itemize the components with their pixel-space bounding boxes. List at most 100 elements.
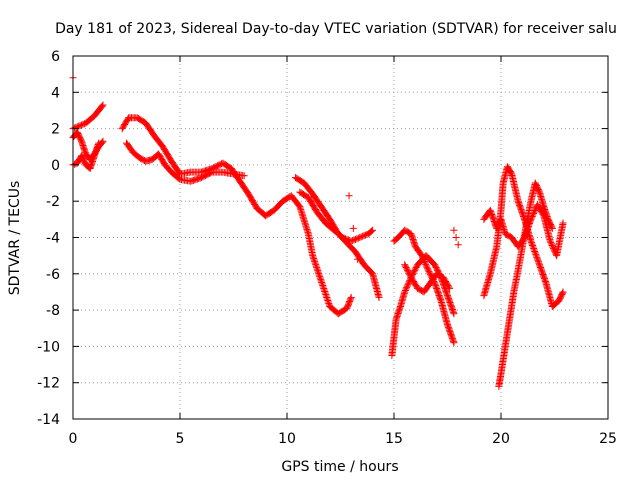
data-point bbox=[340, 234, 348, 242]
data-point bbox=[356, 234, 364, 241]
data-point bbox=[321, 289, 329, 297]
data-point bbox=[420, 256, 428, 264]
data-point bbox=[318, 279, 326, 287]
data-point bbox=[546, 237, 554, 245]
data-point bbox=[70, 124, 78, 132]
x-tick-label: 10 bbox=[278, 431, 296, 447]
data-point bbox=[347, 295, 355, 303]
data-point bbox=[309, 252, 317, 260]
data-point bbox=[548, 241, 556, 249]
data-point bbox=[79, 120, 87, 128]
data-point bbox=[403, 282, 411, 290]
data-point bbox=[353, 235, 361, 243]
data-point bbox=[559, 288, 567, 296]
data-point bbox=[418, 252, 426, 260]
data-point bbox=[72, 123, 80, 131]
data-point bbox=[310, 255, 318, 263]
data-points bbox=[69, 74, 567, 390]
data-point bbox=[323, 294, 331, 302]
data-point bbox=[534, 258, 542, 266]
data-point bbox=[310, 256, 318, 264]
data-point bbox=[325, 299, 333, 307]
data-point bbox=[314, 267, 322, 275]
data-point bbox=[98, 138, 106, 146]
data-point bbox=[311, 258, 319, 266]
data-point bbox=[99, 101, 107, 109]
data-point bbox=[532, 252, 540, 260]
data-point bbox=[548, 223, 556, 231]
y-tick-label: -2 bbox=[46, 194, 60, 210]
data-point bbox=[359, 232, 367, 240]
data-point bbox=[324, 298, 332, 306]
data-point bbox=[76, 122, 84, 130]
data-point bbox=[528, 240, 536, 248]
y-tick-label: -4 bbox=[46, 231, 60, 247]
data-point bbox=[375, 293, 383, 301]
data-point bbox=[452, 234, 460, 241]
data-point bbox=[350, 236, 358, 244]
y-tick-label: 4 bbox=[51, 85, 60, 101]
data-point bbox=[527, 239, 535, 247]
data-point bbox=[533, 255, 541, 263]
data-point bbox=[404, 281, 412, 289]
data-point bbox=[530, 245, 538, 253]
data-point bbox=[319, 283, 327, 291]
data-point bbox=[446, 284, 454, 292]
data-point bbox=[419, 255, 427, 263]
data-point bbox=[240, 172, 248, 180]
data-point bbox=[529, 242, 537, 250]
y-tick-label: -6 bbox=[46, 267, 60, 283]
data-point bbox=[95, 139, 103, 147]
data-point bbox=[311, 259, 319, 267]
data-point bbox=[322, 292, 330, 300]
data-point bbox=[354, 234, 362, 242]
data-point bbox=[315, 270, 323, 278]
y-tick-label: 6 bbox=[51, 49, 60, 65]
data-point bbox=[368, 227, 376, 235]
data-point bbox=[402, 285, 410, 293]
data-point bbox=[319, 282, 327, 290]
chart-title: Day 181 of 2023, Sidereal Day-to-day VTE… bbox=[55, 21, 617, 37]
data-point bbox=[530, 246, 538, 254]
data-point bbox=[354, 255, 362, 263]
data-point bbox=[529, 243, 537, 251]
x-tick-label: 0 bbox=[69, 431, 78, 447]
data-point bbox=[450, 310, 458, 318]
x-tick-label: 20 bbox=[492, 431, 510, 447]
data-point bbox=[534, 256, 542, 264]
y-tick-label: -8 bbox=[46, 303, 60, 319]
data-point bbox=[357, 233, 365, 241]
data-point bbox=[361, 231, 369, 239]
data-point bbox=[558, 289, 566, 297]
x-axis-label: GPS time / hours bbox=[281, 459, 398, 475]
data-point bbox=[423, 263, 431, 271]
data-point bbox=[320, 286, 328, 294]
data-point bbox=[318, 280, 326, 288]
x-tick-label: 5 bbox=[176, 431, 185, 447]
data-point bbox=[401, 286, 409, 294]
data-point bbox=[531, 247, 539, 255]
x-tick-labels: 0 5 10 15 20 25 bbox=[69, 431, 617, 447]
data-point bbox=[549, 244, 557, 252]
data-point bbox=[323, 295, 331, 303]
data-point bbox=[533, 253, 541, 261]
x-tick-label: 25 bbox=[599, 431, 617, 447]
data-point bbox=[70, 160, 78, 168]
data-point bbox=[527, 237, 535, 245]
data-point bbox=[418, 253, 426, 261]
data-point bbox=[422, 260, 430, 268]
y-tick-label: 2 bbox=[51, 122, 60, 138]
data-point bbox=[360, 232, 368, 240]
data-point bbox=[99, 137, 107, 145]
data-point bbox=[351, 235, 359, 243]
data-point bbox=[450, 226, 458, 234]
data-point bbox=[445, 283, 453, 291]
data-point bbox=[343, 235, 351, 243]
data-point bbox=[321, 288, 329, 296]
x-tick-label: 15 bbox=[385, 431, 403, 447]
data-point bbox=[559, 219, 567, 227]
y-tick-label: 0 bbox=[51, 158, 60, 174]
data-point bbox=[98, 102, 106, 110]
data-point bbox=[312, 262, 320, 270]
